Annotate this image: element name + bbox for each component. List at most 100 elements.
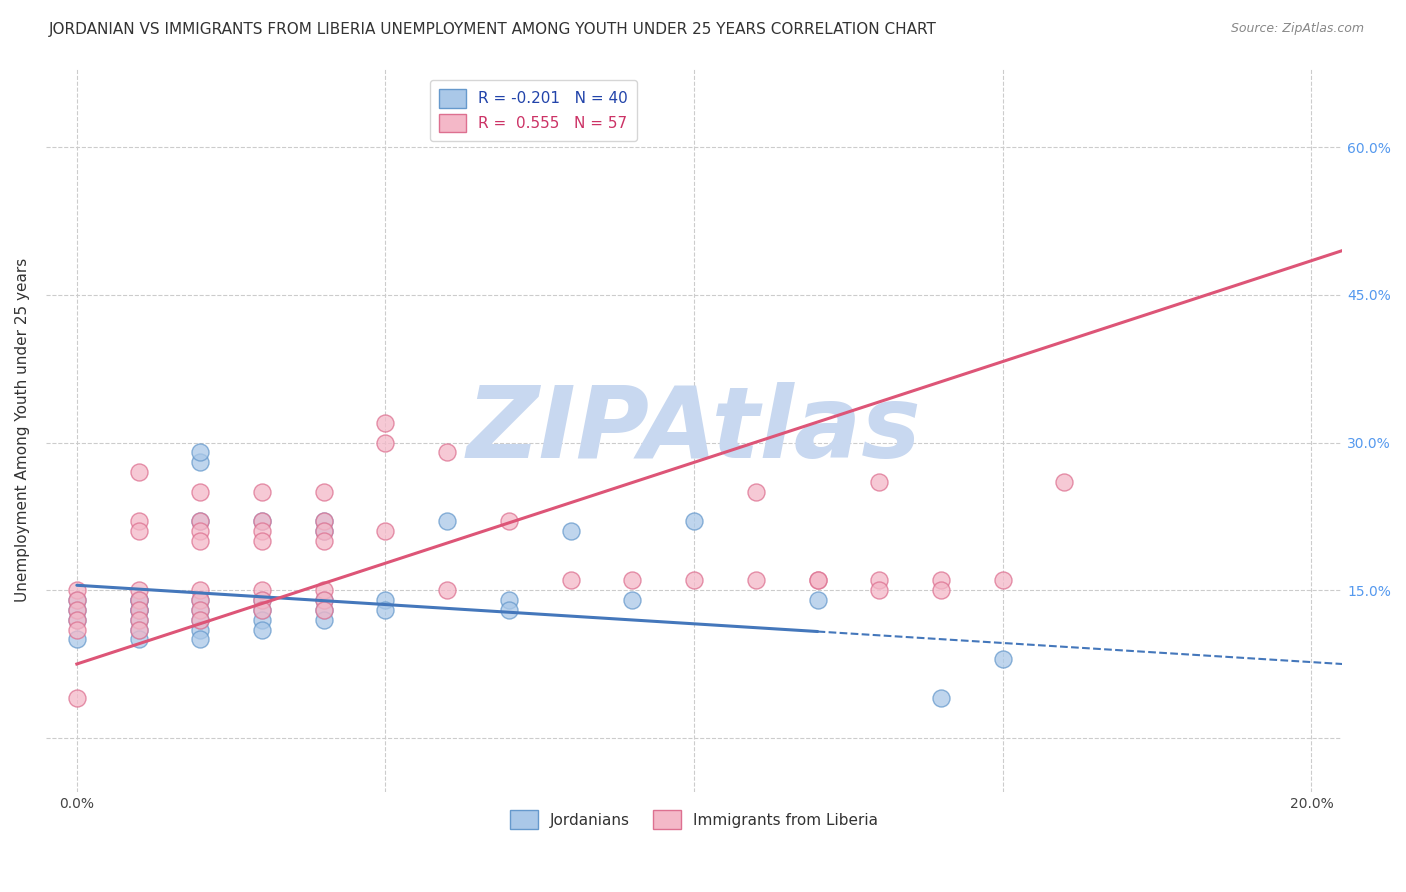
Point	[250, 603, 273, 617]
Point	[188, 445, 211, 459]
Y-axis label: Unemployment Among Youth under 25 years: Unemployment Among Youth under 25 years	[15, 258, 30, 602]
Point	[621, 574, 644, 588]
Point	[621, 593, 644, 607]
Point	[66, 603, 89, 617]
Point	[436, 514, 458, 528]
Point	[250, 484, 273, 499]
Point	[312, 583, 335, 598]
Point	[128, 623, 150, 637]
Point	[128, 524, 150, 538]
Point	[128, 465, 150, 479]
Point	[66, 603, 89, 617]
Point	[683, 574, 706, 588]
Point	[312, 524, 335, 538]
Point	[498, 593, 520, 607]
Point	[374, 435, 396, 450]
Point	[312, 613, 335, 627]
Point	[188, 533, 211, 548]
Point	[250, 583, 273, 598]
Point	[250, 603, 273, 617]
Point	[188, 514, 211, 528]
Point	[868, 583, 890, 598]
Point	[436, 445, 458, 459]
Point	[188, 613, 211, 627]
Point	[66, 613, 89, 627]
Point	[991, 652, 1014, 666]
Point	[560, 524, 582, 538]
Text: ZIPAtlas: ZIPAtlas	[467, 382, 921, 479]
Point	[929, 691, 952, 706]
Point	[312, 603, 335, 617]
Text: JORDANIAN VS IMMIGRANTS FROM LIBERIA UNEMPLOYMENT AMONG YOUTH UNDER 25 YEARS COR: JORDANIAN VS IMMIGRANTS FROM LIBERIA UNE…	[49, 22, 936, 37]
Point	[868, 574, 890, 588]
Point	[374, 603, 396, 617]
Point	[374, 416, 396, 430]
Point	[128, 583, 150, 598]
Point	[312, 524, 335, 538]
Point	[188, 484, 211, 499]
Point	[188, 603, 211, 617]
Point	[312, 514, 335, 528]
Point	[991, 574, 1014, 588]
Point	[250, 613, 273, 627]
Point	[929, 574, 952, 588]
Point	[66, 632, 89, 647]
Point	[66, 583, 89, 598]
Point	[250, 524, 273, 538]
Point	[128, 593, 150, 607]
Point	[188, 583, 211, 598]
Point	[312, 593, 335, 607]
Point	[188, 623, 211, 637]
Point	[188, 593, 211, 607]
Point	[128, 593, 150, 607]
Point	[188, 514, 211, 528]
Point	[66, 623, 89, 637]
Point	[128, 613, 150, 627]
Point	[188, 593, 211, 607]
Point	[188, 632, 211, 647]
Point	[498, 514, 520, 528]
Point	[128, 603, 150, 617]
Point	[1053, 475, 1076, 489]
Point	[250, 514, 273, 528]
Point	[929, 583, 952, 598]
Text: Source: ZipAtlas.com: Source: ZipAtlas.com	[1230, 22, 1364, 36]
Point	[128, 623, 150, 637]
Point	[66, 593, 89, 607]
Point	[374, 593, 396, 607]
Legend: Jordanians, Immigrants from Liberia: Jordanians, Immigrants from Liberia	[505, 804, 884, 835]
Point	[188, 603, 211, 617]
Point	[806, 593, 828, 607]
Point	[312, 514, 335, 528]
Point	[188, 613, 211, 627]
Point	[806, 574, 828, 588]
Point	[374, 524, 396, 538]
Point	[868, 475, 890, 489]
Point	[66, 593, 89, 607]
Point	[250, 623, 273, 637]
Point	[128, 603, 150, 617]
Point	[66, 613, 89, 627]
Point	[683, 514, 706, 528]
Point	[188, 455, 211, 469]
Point	[128, 514, 150, 528]
Point	[128, 593, 150, 607]
Point	[312, 603, 335, 617]
Point	[250, 593, 273, 607]
Point	[250, 533, 273, 548]
Point	[498, 603, 520, 617]
Point	[128, 632, 150, 647]
Point	[312, 533, 335, 548]
Point	[250, 514, 273, 528]
Point	[745, 484, 768, 499]
Point	[312, 593, 335, 607]
Point	[312, 484, 335, 499]
Point	[560, 574, 582, 588]
Point	[250, 593, 273, 607]
Point	[188, 524, 211, 538]
Point	[745, 574, 768, 588]
Point	[66, 691, 89, 706]
Point	[436, 583, 458, 598]
Point	[806, 574, 828, 588]
Point	[128, 613, 150, 627]
